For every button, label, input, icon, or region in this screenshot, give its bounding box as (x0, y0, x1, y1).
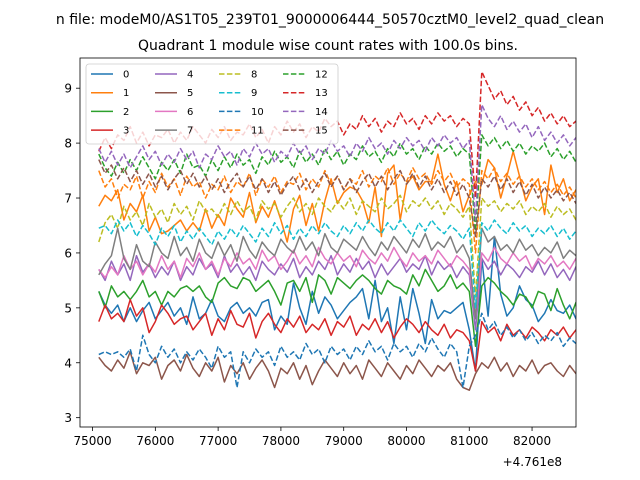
series-line-4 (98, 254, 576, 331)
x-tick-label: 77000 (199, 434, 237, 448)
legend-label-8: 8 (251, 70, 257, 81)
x-tick-label: 79000 (325, 434, 363, 448)
x-tick-label: 76000 (136, 434, 174, 448)
legend-label-12: 12 (315, 70, 328, 81)
series-line-11 (98, 167, 576, 254)
x-tick-label: 81000 (450, 434, 488, 448)
x-offset-label: +4.761e8 (503, 455, 562, 469)
series-line-8 (98, 194, 576, 298)
y-tick-label: 6 (64, 246, 72, 260)
y-tick-label: 9 (64, 82, 72, 96)
x-tick-label: 78000 (262, 434, 300, 448)
legend-label-13: 13 (315, 88, 328, 99)
x-tick-label: 82000 (513, 434, 551, 448)
series-line-15 (98, 159, 576, 238)
legend-label-2: 2 (123, 107, 129, 118)
legend-label-1: 1 (123, 88, 129, 99)
legend-label-15: 15 (315, 126, 328, 137)
legend-label-9: 9 (251, 88, 257, 99)
legend-label-10: 10 (251, 107, 264, 118)
series-line-9 (98, 219, 576, 309)
legend-label-14: 14 (315, 107, 328, 118)
series-line-5 (98, 351, 576, 391)
legend-label-11: 11 (251, 126, 264, 137)
legend-label-6: 6 (187, 107, 193, 118)
series-line-14 (98, 103, 576, 221)
series-line-2 (98, 268, 576, 348)
series-line-10 (98, 312, 576, 389)
plot-frame (79, 57, 577, 428)
y-tick-label: 4 (64, 356, 72, 370)
figure-suptitle: n file: modeM0/AS1T05_239T01_9000006444_… (56, 12, 604, 28)
legend-frame (85, 63, 339, 145)
series-line-3 (98, 298, 576, 372)
x-axis: 75000 76000 77000 78000 79000 80000 81000 82000 (73, 427, 551, 448)
y-tick-label: 3 (64, 411, 72, 425)
x-tick-label: 80000 (387, 434, 425, 448)
series-line-6 (98, 246, 576, 320)
series-line-7 (98, 227, 576, 320)
series-layer (98, 70, 576, 391)
y-tick-label: 8 (64, 137, 72, 151)
series-line-0 (98, 235, 576, 372)
legend-label-4: 4 (187, 70, 193, 81)
y-axis: 3 4 5 6 7 8 9 (64, 82, 80, 425)
legend-label-0: 0 (123, 70, 129, 81)
y-tick-label: 5 (64, 301, 72, 315)
y-tick-label: 7 (64, 192, 72, 206)
legend-label-7: 7 (187, 126, 193, 137)
legend-label-5: 5 (187, 88, 193, 99)
x-tick-label: 75000 (73, 434, 111, 448)
chart-title: Quadrant 1 module wise count rates with … (138, 38, 518, 54)
legend-label-3: 3 (123, 126, 129, 137)
